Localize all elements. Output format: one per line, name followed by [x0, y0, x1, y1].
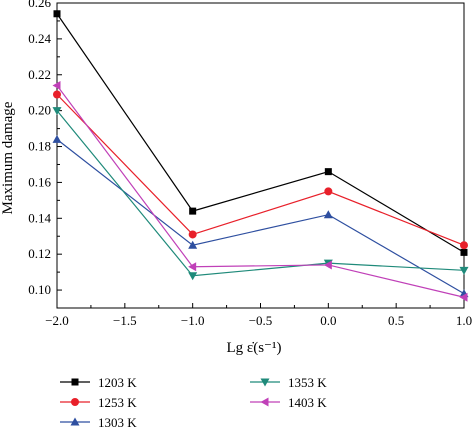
x-tick-label: −1.0: [181, 313, 205, 328]
x-tick-label: 0.5: [388, 313, 404, 328]
tick-labels: −2.0 −1.5 −1.0 −0.5 0.0 0.5 1.0 0.10 0.12 0.14 0.1…: [28, 0, 472, 328]
data-point: [323, 210, 333, 219]
legend-marker: [260, 397, 269, 407]
series-1253-k: [53, 90, 468, 250]
x-axis-title: Lg ε̇(s⁻¹): [227, 340, 282, 356]
y-tick-label: 0.26: [28, 0, 51, 10]
legend-label: 1403 K: [288, 395, 327, 410]
data-point: [53, 10, 61, 18]
series-layer: [52, 10, 469, 302]
legend-item: 1203 K: [60, 375, 137, 390]
data-point: [188, 262, 197, 272]
data-point: [460, 241, 468, 250]
series-line: [56, 13, 465, 253]
data-point: [324, 187, 333, 196]
legend-marker: [71, 398, 79, 406]
data-point: [52, 107, 62, 116]
series-1353-k: [52, 107, 469, 281]
data-point: [460, 248, 468, 256]
data-point: [189, 207, 197, 215]
y-tick-label: 0.10: [28, 282, 51, 297]
series-line: [56, 94, 465, 246]
legend-item: 1403 K: [250, 395, 327, 410]
legend-item: 1353 K: [250, 375, 327, 390]
data-point: [459, 292, 468, 302]
y-tick-label: 0.22: [28, 67, 51, 82]
y-tick-label: 0.20: [28, 103, 51, 118]
x-tick-label: −0.5: [249, 313, 273, 328]
legend-marker: [71, 378, 79, 386]
series-1403-k: [52, 81, 468, 302]
data-point: [323, 260, 332, 270]
legend: 1203 K 1253 K 1303 K 1353 K 1403 K: [60, 375, 327, 429]
legend-label: 1303 K: [98, 415, 137, 429]
legend-marker: [70, 417, 80, 426]
series-1303-k: [52, 134, 469, 298]
legend-label: 1203 K: [98, 375, 137, 390]
y-tick-label: 0.14: [28, 210, 51, 225]
data-point: [188, 272, 198, 281]
y-tick-label: 0.24: [28, 31, 51, 46]
legend-item: 1253 K: [60, 395, 137, 410]
x-tick-label: −2.0: [45, 313, 69, 328]
data-point: [52, 81, 61, 91]
y-axis-title: Maximum damage: [0, 101, 16, 214]
series-1203-k: [53, 10, 468, 256]
y-tick-label: 0.18: [28, 139, 51, 154]
data-point: [188, 230, 197, 239]
x-tick-label: 0.0: [320, 313, 336, 328]
x-tick-label: −1.5: [113, 313, 137, 328]
data-point: [324, 168, 332, 176]
y-tick-label: 0.16: [28, 174, 51, 189]
data-point: [52, 134, 62, 143]
x-tick-label: 1.0: [456, 313, 472, 328]
plot-frame: [56, 2, 465, 309]
data-point: [188, 240, 198, 249]
series-line: [56, 85, 465, 298]
y-tick-label: 0.12: [28, 246, 51, 261]
series-line: [56, 110, 465, 277]
legend-label: 1353 K: [288, 375, 327, 390]
data-point: [53, 90, 61, 99]
data-point: [459, 266, 469, 275]
plot-area: [56, 2, 465, 309]
legend-item: 1303 K: [60, 415, 137, 429]
legend-marker: [260, 378, 270, 387]
legend-label: 1253 K: [98, 395, 137, 410]
